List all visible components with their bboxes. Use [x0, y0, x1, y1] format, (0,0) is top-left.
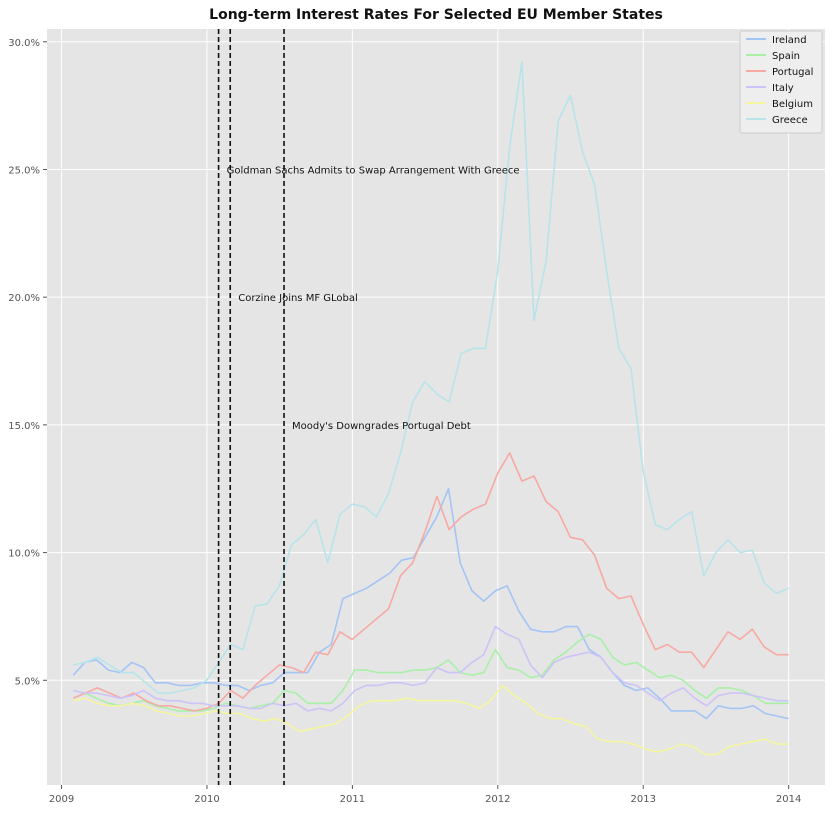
legend-label: Italy: [772, 83, 794, 94]
y-tick-label: 20.0%: [8, 293, 40, 304]
legend-label: Portugal: [772, 67, 813, 78]
axis-ticks: 5.0% 10.0% 15.0% 20.0% 25.0% 30.0% 2009 2010 201…: [8, 38, 801, 805]
event-annotation: Moody's Downgrades Portugal Debt: [292, 421, 471, 432]
series-line-greece: [73, 61, 789, 694]
y-tick-label: 25.0%: [8, 165, 40, 176]
event-lines: [217, 29, 285, 785]
plot-area: [47, 29, 825, 785]
x-tick-label: 2010: [194, 794, 219, 805]
series-line-portugal: [72, 452, 789, 712]
x-tick-label: 2014: [776, 794, 801, 805]
x-tick-label: 2009: [49, 794, 74, 805]
y-tick-label: 15.0%: [8, 421, 40, 432]
legend-label: Ireland: [772, 35, 807, 46]
legend-label: Belgium: [772, 99, 813, 110]
legend-label: Greece: [772, 115, 808, 126]
legend: Ireland Spain Portugal Italy Belgium Greece: [739, 30, 823, 134]
event-annotation: Goldman Sachs Admits to Swap Arrangement…: [227, 165, 520, 176]
legend-label: Spain: [772, 51, 800, 62]
event-annotation: Corzine Joins MF GLobal: [238, 293, 358, 304]
x-tick-label: 2013: [630, 794, 655, 805]
y-tick-label: 5.0%: [15, 676, 40, 687]
grid-lines: [47, 29, 825, 785]
series-line-belgium: [73, 684, 789, 756]
y-tick-label: 30.0%: [8, 38, 40, 49]
series-lines: [72, 61, 789, 756]
chart-title: Long-term Interest Rates For Selected EU…: [209, 7, 663, 23]
x-tick-label: 2012: [485, 794, 510, 805]
event-annotations: Goldman Sachs Admits to Swap Arrangement…: [227, 165, 520, 431]
x-tick-label: 2011: [340, 794, 365, 805]
series-line-ireland: [72, 487, 789, 720]
legend-box: [739, 30, 823, 134]
series-line-italy: [73, 625, 789, 712]
y-tick-label: 10.0%: [8, 549, 40, 560]
